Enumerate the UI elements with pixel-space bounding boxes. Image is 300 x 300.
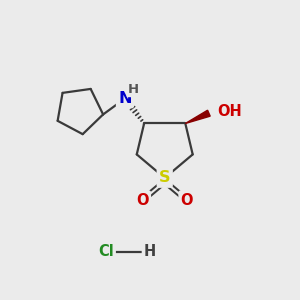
Text: Cl: Cl: [98, 244, 114, 259]
Text: H: H: [144, 244, 156, 259]
Text: OH: OH: [218, 104, 242, 119]
Text: O: O: [136, 193, 149, 208]
Polygon shape: [185, 110, 210, 124]
Text: H: H: [128, 83, 139, 96]
Text: N: N: [118, 91, 132, 106]
Text: S: S: [159, 170, 170, 185]
Text: O: O: [181, 193, 193, 208]
